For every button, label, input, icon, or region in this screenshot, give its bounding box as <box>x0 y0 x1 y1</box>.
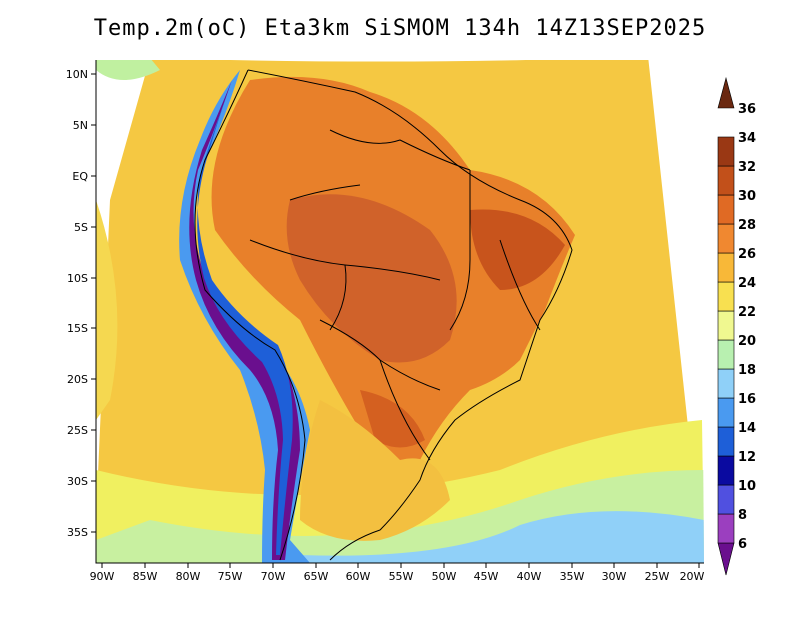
map-title: Temp.2m(oC) Eta3km SiSMOM 134h 14Z13SEP2… <box>93 16 707 41</box>
colorbar-segment <box>717 426 735 457</box>
lat-label: 15S <box>67 322 88 335</box>
colorbar-segment <box>717 339 735 370</box>
lon-label: 25W <box>645 570 670 583</box>
lon-label: 55W <box>389 570 414 583</box>
lon-label: 35W <box>560 570 585 583</box>
lon-label: 50W <box>432 570 457 583</box>
colorbar-label: 30 <box>738 189 756 204</box>
colorbar-label: 12 <box>738 450 756 465</box>
colorbar-segment <box>717 223 735 254</box>
lat-label: 10S <box>67 272 88 285</box>
colorbar-label: 10 <box>738 479 756 494</box>
lon-label: 60W <box>346 570 371 583</box>
lon-label: 20W <box>680 570 705 583</box>
lon-label: 40W <box>517 570 542 583</box>
colorbar-label: 22 <box>738 305 756 320</box>
colorbar-label: 14 <box>738 421 756 436</box>
colorbar-label: 32 <box>738 160 756 175</box>
lat-label: EQ <box>72 170 88 183</box>
map-frame <box>95 60 704 564</box>
colorbar-label: 34 <box>738 131 756 146</box>
colorbar: 6 8 10 12 14 16 18 20 22 24 26 28 30 32 34 36 <box>717 76 756 576</box>
latitude-axis: 10N 5N EQ 5S 10S 15S 20S 25S 30S 35S <box>66 68 96 539</box>
colorbar-segment <box>717 368 735 399</box>
colorbar-label: 18 <box>738 363 756 378</box>
colorbar-segment <box>717 281 735 312</box>
colorbar-segment <box>717 455 735 486</box>
colorbar-segment <box>717 484 735 515</box>
colorbar-segment <box>717 194 735 225</box>
colorbar-label: 8 <box>738 508 747 523</box>
colorbar-segment <box>717 397 735 428</box>
colorbar-segment <box>717 542 735 576</box>
colorbar-segment <box>717 165 735 196</box>
lat-label: 25S <box>67 424 88 437</box>
colorbar-label: 26 <box>738 247 756 262</box>
longitude-axis: 90W 85W 80W 75W 70W 65W 60W 55W 50W 45W … <box>90 563 705 583</box>
colorbar-label: 16 <box>738 392 756 407</box>
colorbar-segment <box>717 252 735 283</box>
lat-label: 35S <box>67 526 88 539</box>
lon-label: 80W <box>176 570 201 583</box>
lon-label: 30W <box>602 570 627 583</box>
colorbar-segment <box>717 513 735 544</box>
country-borders <box>194 69 573 561</box>
colorbar-label: 6 <box>738 537 747 552</box>
lon-label: 45W <box>474 570 499 583</box>
lon-label: 65W <box>304 570 329 583</box>
colorbar-labels: 6 8 10 12 14 16 18 20 22 24 26 28 30 32 34 36 <box>738 102 756 552</box>
colorbar-segment <box>717 136 735 167</box>
colorbar-label: 20 <box>738 334 756 349</box>
colorbar-label: 24 <box>738 276 756 291</box>
lon-label: 85W <box>133 570 158 583</box>
temperature-field <box>96 60 704 563</box>
lon-label: 70W <box>261 570 286 583</box>
lat-label: 5N <box>73 119 88 132</box>
lat-label: 10N <box>66 68 88 81</box>
lat-label: 30S <box>67 475 88 488</box>
colorbar-segment <box>717 76 735 109</box>
colorbar-segment <box>717 310 735 341</box>
colorbar-segments <box>717 76 735 576</box>
lon-label: 90W <box>90 570 115 583</box>
lat-label: 5S <box>74 221 88 234</box>
colorbar-label: 28 <box>738 218 756 233</box>
lon-label: 75W <box>218 570 243 583</box>
lat-label: 20S <box>67 373 88 386</box>
colorbar-label: 36 <box>738 102 756 117</box>
